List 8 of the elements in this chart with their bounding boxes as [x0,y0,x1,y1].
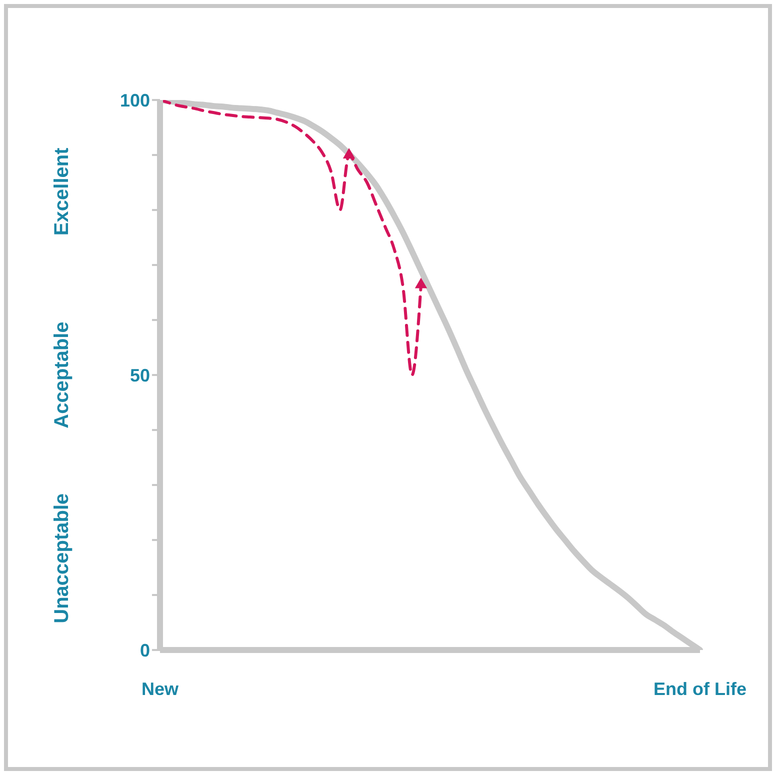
y-tick-label: 0 [140,640,150,660]
text: Unacceptable [51,493,73,624]
text: Excellent [51,147,73,236]
x-tick-label: New [141,678,180,699]
y-tick-label: 50 [130,365,150,386]
text: Acceptable [51,322,73,428]
y-tick-label: 100 [120,90,150,110]
x-tick-label: End of Life [654,678,746,699]
